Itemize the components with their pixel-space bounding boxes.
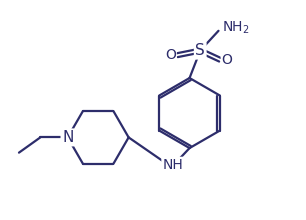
Text: O: O: [221, 53, 232, 67]
Text: NH: NH: [162, 158, 183, 172]
Text: S: S: [195, 43, 205, 58]
Text: N: N: [62, 130, 73, 145]
Text: O: O: [165, 48, 176, 62]
Text: NH$_2$: NH$_2$: [222, 20, 249, 36]
